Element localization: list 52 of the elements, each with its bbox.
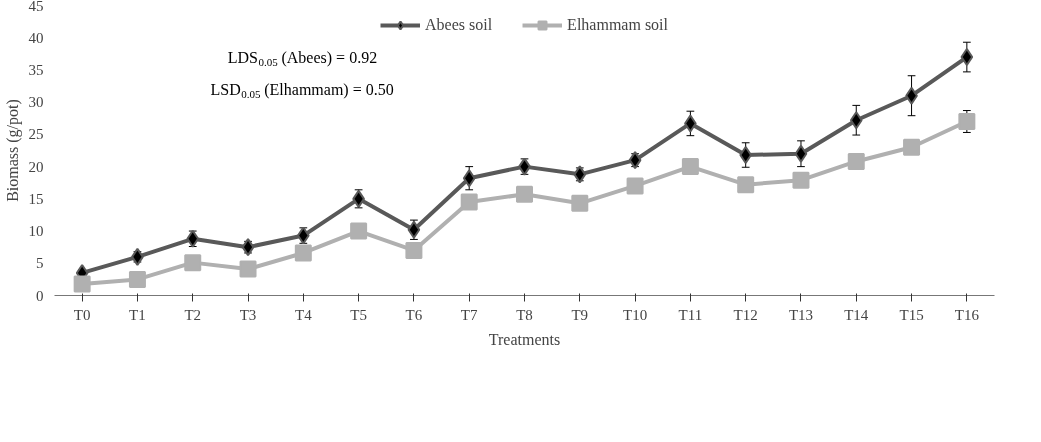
y-tick-label: 30 — [28, 94, 44, 111]
x-tick-label: T16 — [954, 306, 980, 323]
y-tick-label: 40 — [28, 29, 44, 46]
point — [516, 185, 533, 203]
point — [960, 48, 974, 67]
x-tick-label: T4 — [294, 306, 313, 323]
y-tick-label: 25 — [28, 126, 44, 143]
point — [626, 177, 644, 195]
x-tick-label: T11 — [678, 306, 703, 323]
x-tick-label: T15 — [899, 306, 924, 323]
point — [460, 193, 478, 211]
y-tick-label: 5 — [36, 255, 44, 272]
y-tick-label: 0 — [36, 287, 44, 304]
y-axis-title: Biomass (g/pot) — [3, 99, 22, 202]
x-tick-label: T9 — [571, 306, 589, 323]
point — [128, 270, 146, 288]
point — [958, 113, 976, 130]
x-tick-label: T5 — [350, 306, 367, 323]
x-tick-label: T10 — [623, 306, 648, 323]
x-tick-label: T12 — [733, 306, 758, 323]
x-tick-label: T8 — [516, 306, 533, 323]
y-tick-label: 10 — [28, 223, 44, 240]
x-tick-label: T13 — [788, 306, 814, 323]
x-tick-label: T7 — [460, 306, 479, 323]
point — [792, 171, 810, 189]
y-tick-label: 35 — [28, 61, 44, 78]
x-tick-label: T2 — [184, 306, 202, 323]
x-tick-label: T6 — [405, 306, 423, 323]
x-axis-title: Treatments — [488, 330, 561, 348]
y-tick-label: 45 — [28, 0, 44, 14]
point — [794, 144, 808, 163]
x-tick-label: T1 — [129, 306, 146, 323]
point — [847, 152, 865, 170]
point — [350, 222, 368, 240]
point — [405, 241, 423, 259]
point — [737, 176, 755, 194]
point — [294, 244, 312, 262]
y-tick-label: 15 — [28, 190, 44, 207]
x-tick-label: T0 — [73, 306, 91, 323]
point — [239, 260, 257, 278]
legend-label: Abees soil — [425, 16, 493, 34]
point — [903, 138, 921, 156]
point — [849, 111, 863, 130]
point — [184, 254, 202, 272]
point — [571, 194, 589, 212]
x-tick-label: T3 — [239, 306, 257, 323]
point — [681, 158, 699, 176]
y-tick-label: 20 — [28, 158, 44, 175]
point — [739, 146, 753, 165]
legend-label: Elhammam soil — [567, 16, 668, 34]
point — [73, 275, 91, 293]
x-tick-label: T14 — [844, 306, 869, 323]
